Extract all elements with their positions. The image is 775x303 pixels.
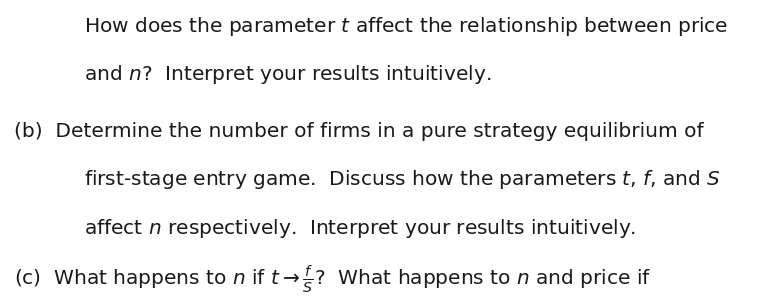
- Text: How does the parameter $t$ affect the relationship between price: How does the parameter $t$ affect the re…: [84, 15, 728, 38]
- Text: affect $n$ respectively.  Interpret your results intuitively.: affect $n$ respectively. Interpret your …: [84, 217, 636, 240]
- Text: (c)  What happens to $n$ if $t \rightarrow \frac{f}{S}$?  What happens to $n$ an: (c) What happens to $n$ if $t \rightarro…: [14, 263, 651, 295]
- Text: first-stage entry game.  Discuss how the parameters $t$, $f$, and $S$: first-stage entry game. Discuss how the …: [84, 168, 721, 191]
- Text: (b)  Determine the number of firms in a pure strategy equilibrium of: (b) Determine the number of firms in a p…: [14, 122, 704, 141]
- Text: and $n$?  Interpret your results intuitively.: and $n$? Interpret your results intuitiv…: [84, 63, 491, 86]
